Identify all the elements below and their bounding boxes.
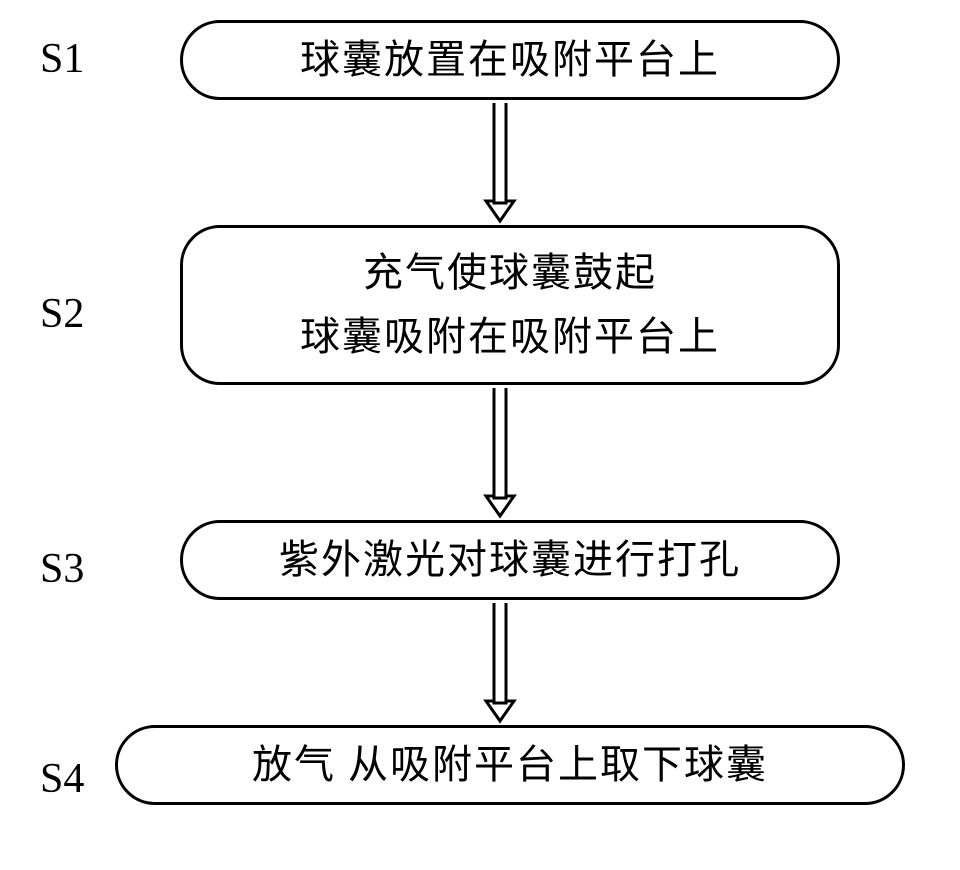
step-label-s1: S1 [40, 35, 84, 83]
flowchart-box-s4: 放气 从吸附平台上取下球囊 [115, 725, 905, 805]
box-text-s2: 充气使球囊鼓起 球囊吸附在吸附平台上 [300, 241, 720, 369]
step-label-s3: S3 [40, 545, 84, 593]
arrow-s2-s3 [480, 388, 520, 525]
arrow-s3-s4 [480, 603, 520, 730]
flowchart-box-s3: 紫外激光对球囊进行打孔 [180, 520, 840, 600]
step-label-s2: S2 [40, 290, 84, 338]
flowchart-box-s2: 充气使球囊鼓起 球囊吸附在吸附平台上 [180, 225, 840, 385]
flowchart-box-s1: 球囊放置在吸附平台上 [180, 20, 840, 100]
step-label-s4: S4 [40, 755, 84, 803]
box-text-s4: 放气 从吸附平台上取下球囊 [252, 733, 768, 797]
box-text-s3: 紫外激光对球囊进行打孔 [279, 528, 741, 592]
arrow-s1-s2 [480, 103, 520, 230]
box-text-s1: 球囊放置在吸附平台上 [300, 28, 720, 92]
